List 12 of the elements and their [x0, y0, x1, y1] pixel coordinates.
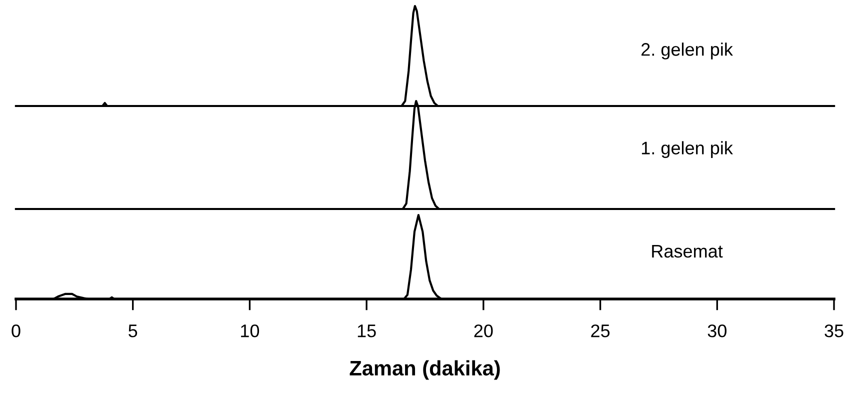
x-tick-label: 5 [128, 324, 138, 338]
x-tick-label: 15 [358, 324, 376, 338]
x-tick-label: 20 [474, 324, 493, 338]
x-tick-label: 35 [824, 324, 844, 338]
x-axis-title: Zaman (dakika) [350, 360, 500, 380]
x-tick-label: 10 [241, 324, 260, 338]
x-tick-label: 30 [708, 324, 726, 338]
text: Rasemat [652, 245, 723, 258]
x-tick-label: 0 [12, 324, 20, 338]
text: 1. gelen pik [642, 141, 733, 158]
x-tick-label: 25 [591, 324, 610, 338]
text: 2. gelen pik [641, 42, 733, 60]
